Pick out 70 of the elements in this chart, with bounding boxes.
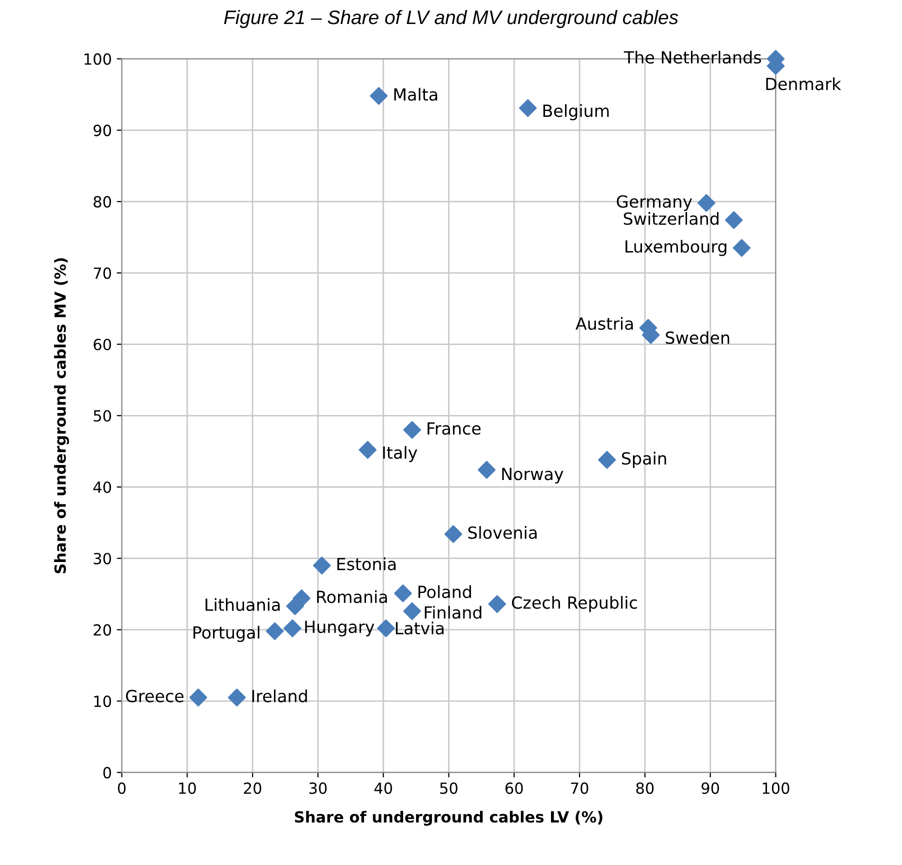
- annotation: Lithuania: [206, 598, 280, 612]
- point: [266, 622, 284, 640]
- x-tick-label: 30: [309, 782, 327, 794]
- annotation: Czech Republic: [512, 596, 637, 612]
- annotation: Sweden: [666, 331, 730, 344]
- x-tick-label: 50: [440, 782, 458, 794]
- annotation: Belgium: [543, 104, 609, 120]
- annotation: Austria: [576, 317, 633, 330]
- point: [394, 584, 412, 602]
- y-tick-label: 100: [84, 53, 112, 65]
- point: [370, 87, 388, 105]
- point: [286, 597, 304, 616]
- annotation: Ireland: [252, 689, 307, 702]
- annotation: Norway: [502, 468, 564, 484]
- x-tick-label: 40: [374, 782, 392, 794]
- annotation: Estonia: [337, 557, 396, 570]
- y-tick-label: 90: [94, 124, 112, 136]
- annotation: Luxembourg: [626, 240, 726, 256]
- annotation: Portugal: [194, 626, 260, 642]
- point: [697, 194, 716, 212]
- x-tick-label: 10: [179, 782, 196, 794]
- x-tick-label: 20: [244, 782, 262, 794]
- point: [518, 99, 537, 117]
- point: [189, 688, 208, 706]
- point: [403, 602, 422, 620]
- point: [377, 619, 395, 638]
- y-tick-label: 30: [94, 552, 112, 564]
- y-tick-label: 60: [94, 338, 112, 350]
- point: [478, 460, 496, 479]
- annotation: France: [428, 422, 481, 435]
- x-axis-title: Share of underground cables LV (%): [294, 810, 602, 826]
- point: [228, 688, 246, 706]
- y-tick-label: 10: [94, 696, 112, 708]
- annotation: Malta: [394, 88, 438, 101]
- annotation: Denmark: [766, 77, 842, 90]
- annotation: Switzerland: [624, 212, 718, 225]
- point: [732, 239, 751, 257]
- x-tick-label: 60: [505, 782, 523, 794]
- y-tick-label: 50: [94, 410, 112, 422]
- point: [403, 420, 422, 439]
- y-tick-label: 40: [93, 481, 112, 494]
- x-tick-label: 70: [571, 782, 588, 794]
- annotation: Finland: [424, 606, 482, 619]
- point: [312, 556, 331, 574]
- x-tick-label: 80: [636, 782, 654, 794]
- y-tick-label: 80: [94, 196, 112, 208]
- annotation: Latvia: [396, 622, 444, 635]
- chart-title: Figure 21 – Share of LV and MV underground cables: [224, 10, 678, 28]
- point: [284, 619, 302, 638]
- point: [358, 440, 377, 459]
- y-tick-label: 0: [103, 766, 112, 778]
- annotation: Spain: [622, 452, 666, 468]
- annotation: Italy: [383, 446, 418, 462]
- y-tick-label: 70: [94, 267, 112, 279]
- x-tick-label: 90: [702, 782, 720, 794]
- annotation: The Netherlands: [624, 50, 762, 64]
- point: [488, 595, 506, 613]
- y-tick-label: 20: [94, 624, 112, 636]
- annotation: Germany: [616, 195, 692, 212]
- annotation: Greece: [126, 690, 184, 702]
- point: [444, 525, 462, 544]
- annotation: Romania: [317, 590, 387, 604]
- annotation: Poland: [418, 585, 471, 598]
- point: [598, 450, 616, 469]
- x-tick-label: 100: [762, 782, 790, 794]
- point: [724, 211, 743, 230]
- x-tick-label: 0: [118, 782, 126, 794]
- annotation: Slovenia: [468, 526, 537, 539]
- y-axis-title: Share of underground cables MV (%): [54, 258, 69, 574]
- annotation: Hungary: [305, 620, 374, 636]
